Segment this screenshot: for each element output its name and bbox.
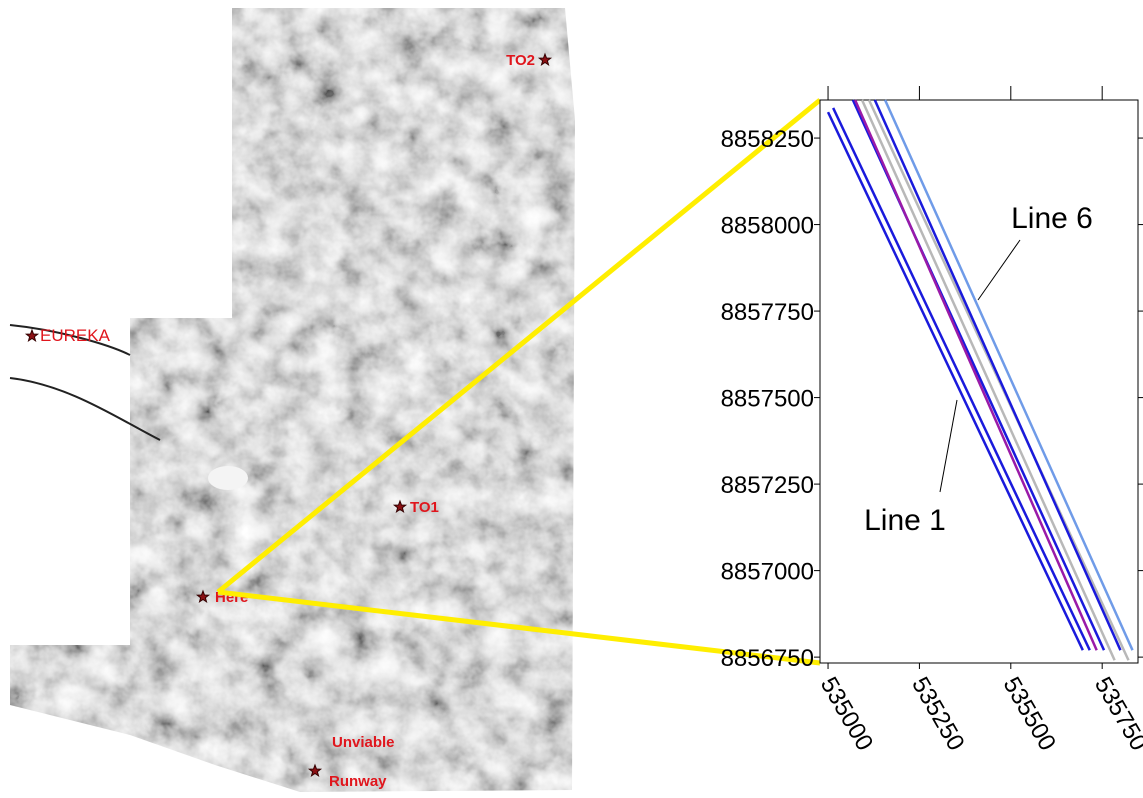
- map-label: EUREKA: [40, 326, 111, 345]
- map-label: TO2: [506, 52, 535, 69]
- x-tick-label: 535000: [815, 673, 878, 756]
- y-tick-label: 8858000: [721, 213, 814, 240]
- figure: TO2EUREKATO1HereUnviableRunway 885675088…: [0, 0, 1143, 798]
- map-label: Unviable: [332, 734, 395, 751]
- map-label: TO1: [410, 499, 439, 516]
- y-tick-label: 8857500: [721, 386, 814, 413]
- annotation: Line 6: [1011, 202, 1093, 235]
- y-tick-label: 8858250: [721, 126, 814, 153]
- satellite-map: [10, 8, 575, 792]
- y-tick-label: 8857250: [721, 472, 814, 499]
- y-tick-label: 8856750: [721, 645, 814, 672]
- map-image: [10, 8, 575, 792]
- annotation: Line 1: [864, 504, 946, 537]
- x-tick-label: 535250: [906, 673, 969, 756]
- y-tick-label: 8857000: [721, 559, 814, 586]
- x-tick-label: 535500: [998, 673, 1061, 756]
- lake: [208, 466, 248, 490]
- map-label: Runway: [329, 773, 387, 790]
- star-marker: [26, 330, 37, 341]
- x-tick-label: 535750: [1089, 673, 1143, 756]
- y-tick-label: 8857750: [721, 299, 814, 326]
